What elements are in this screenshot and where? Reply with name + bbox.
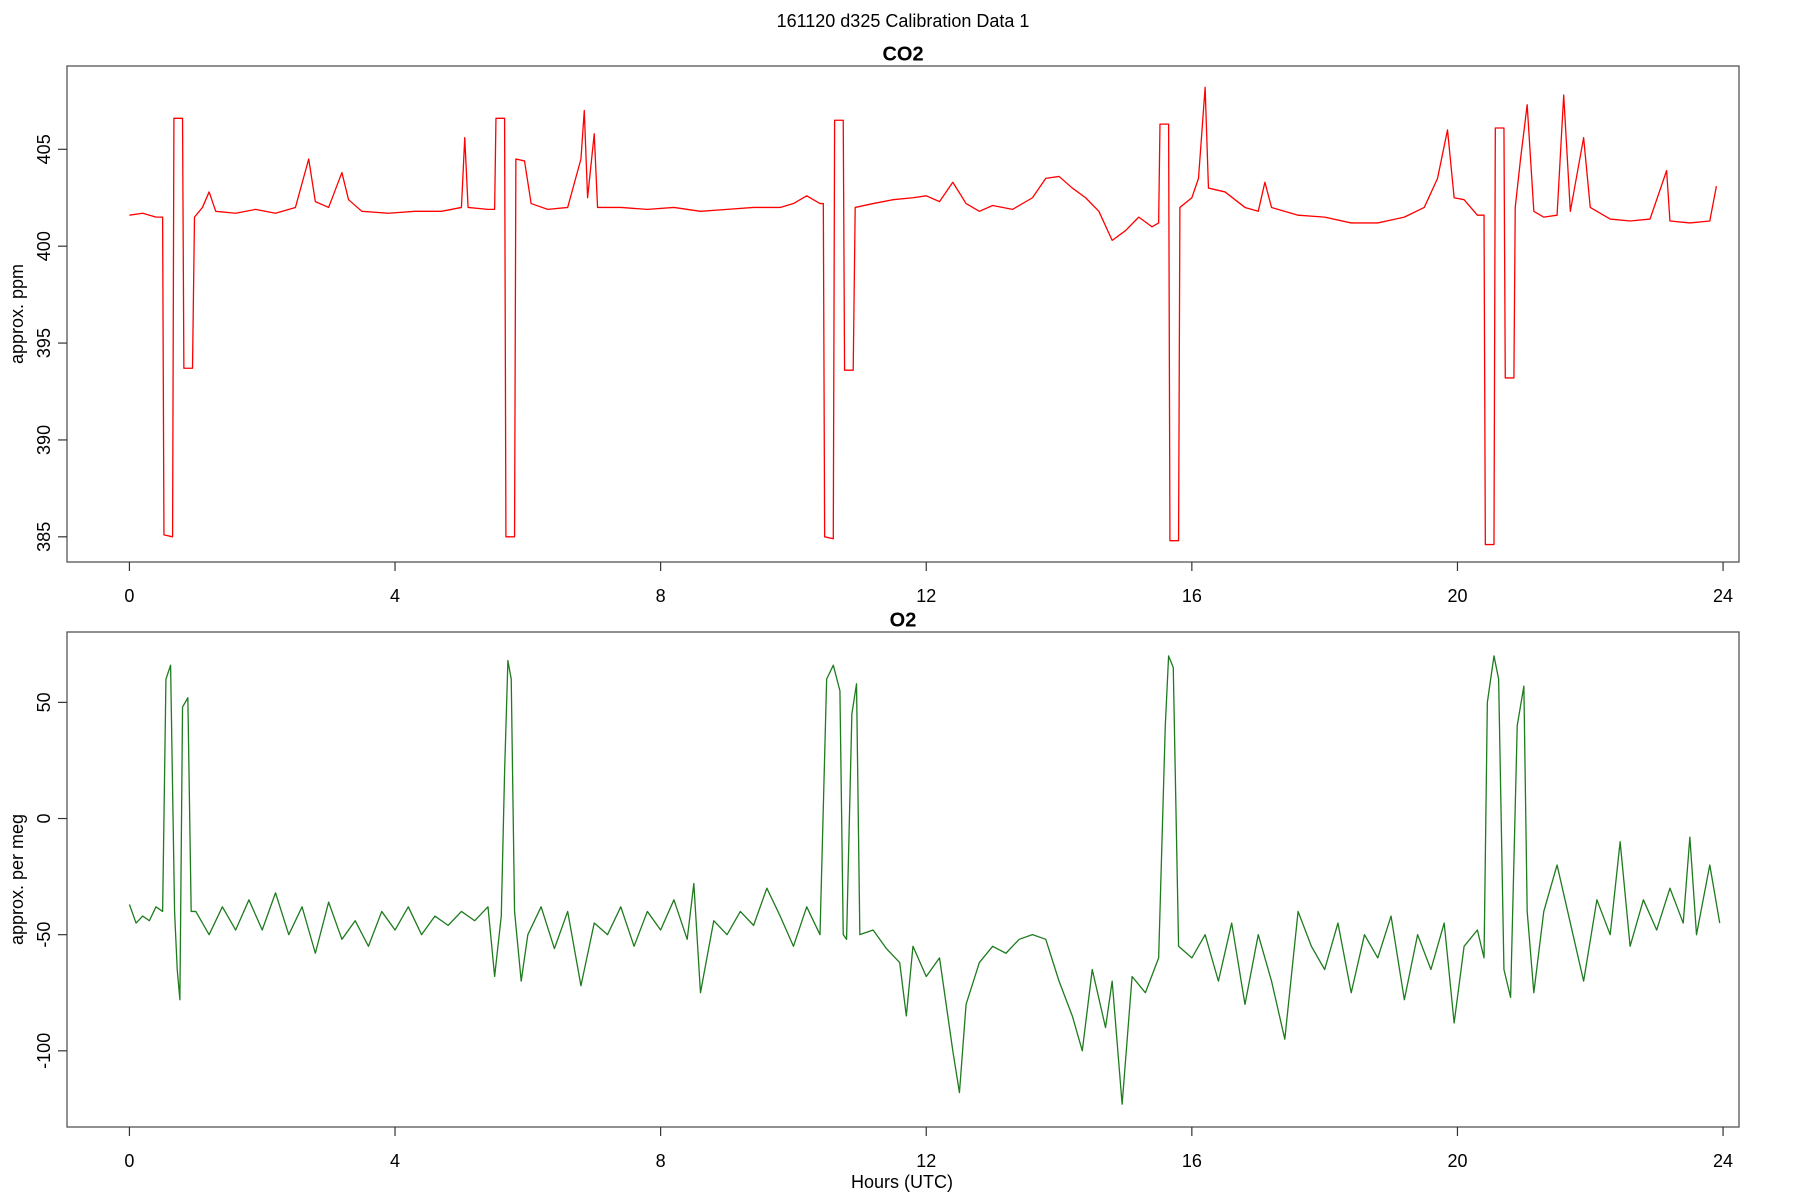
figure-title: 161120 d325 Calibration Data 1 <box>777 11 1030 31</box>
x-tick-label: 0 <box>124 586 134 606</box>
y-axis-label: approx. per meg <box>7 814 27 945</box>
y-tick-label: 405 <box>34 134 54 164</box>
x-tick-label: 16 <box>1182 586 1202 606</box>
y-tick-label: 50 <box>34 692 54 712</box>
x-tick-label: 0 <box>124 1151 134 1171</box>
plot-box <box>66 631 1740 1128</box>
y-axis-label: approx. ppm <box>7 264 27 364</box>
x-tick-label: 4 <box>390 1151 400 1171</box>
x-axis-label: Hours (UTC) <box>851 1172 953 1192</box>
y-tick-label: 400 <box>34 231 54 261</box>
chart-title: O2 <box>890 609 917 631</box>
x-tick-label: 20 <box>1447 586 1467 606</box>
x-tick-label: 12 <box>916 586 936 606</box>
plot-box <box>66 65 1740 563</box>
x-tick-label: 20 <box>1447 1151 1467 1171</box>
y-tick-label: 395 <box>34 328 54 358</box>
x-tick-label: 16 <box>1182 1151 1202 1171</box>
y-tick-label: 390 <box>34 425 54 455</box>
data-line <box>128 655 1721 1105</box>
chart-title: CO2 <box>882 43 923 65</box>
y-tick-label: 385 <box>34 522 54 552</box>
x-tick-label: 24 <box>1713 586 1733 606</box>
x-tick-label: 8 <box>656 586 666 606</box>
data-line <box>129 86 1718 546</box>
x-tick-label: 4 <box>390 586 400 606</box>
x-tick-label: 12 <box>916 1151 936 1171</box>
x-tick-label: 8 <box>656 1151 666 1171</box>
y-tick-label: 0 <box>34 814 54 824</box>
x-tick-label: 24 <box>1713 1151 1733 1171</box>
y-tick-label: -50 <box>34 922 54 948</box>
y-tick-label: -100 <box>34 1033 54 1069</box>
